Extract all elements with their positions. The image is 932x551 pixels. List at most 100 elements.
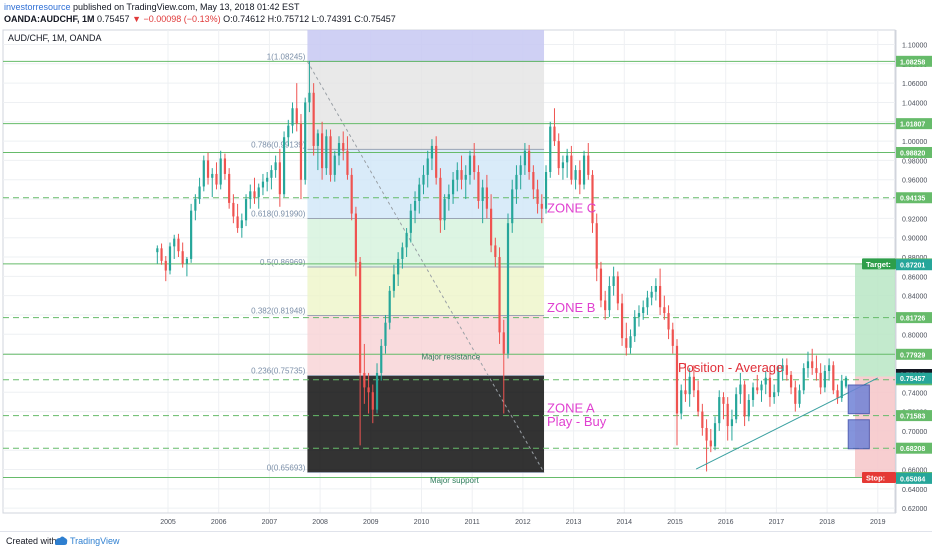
candle-body xyxy=(295,108,298,124)
candle-body xyxy=(236,216,239,229)
fib-level-label: 1(1.08245) xyxy=(267,52,306,61)
fib-level-label: 0(0.65693) xyxy=(267,463,306,472)
price-tick-label: 0.80000 xyxy=(902,332,927,339)
horizontal-levels xyxy=(3,60,895,479)
candle-body xyxy=(751,387,755,400)
price-tick-label: 1.04000 xyxy=(902,100,927,107)
last-price: 0.75457 xyxy=(97,14,130,24)
candle-body xyxy=(485,187,488,209)
chart-header: investorresource published on TradingVie… xyxy=(0,0,932,30)
down-arrow-icon: ▼ xyxy=(132,14,141,24)
candle-body xyxy=(553,126,556,142)
level-price-tag: 0.81726 xyxy=(900,316,925,323)
candle-body xyxy=(418,184,421,201)
candle-body xyxy=(257,187,260,198)
fib-zone xyxy=(307,61,545,150)
candle-body xyxy=(392,274,396,291)
candle-body xyxy=(409,210,412,233)
tradingview-link[interactable]: TradingView xyxy=(70,536,120,546)
price-tick-label: 1.00000 xyxy=(902,139,927,146)
candle-body xyxy=(709,440,712,447)
candle-body xyxy=(342,143,345,151)
price-tick-label: 0.66000 xyxy=(902,468,927,475)
candle-body xyxy=(764,377,767,385)
candle-body xyxy=(549,126,552,173)
candle-body xyxy=(540,203,543,209)
candle-body xyxy=(743,384,746,417)
candle-body xyxy=(811,361,814,369)
candle-body xyxy=(232,202,235,217)
candle-body xyxy=(519,165,522,175)
candle-body xyxy=(468,155,472,175)
candle-body xyxy=(574,170,577,180)
candle-body xyxy=(637,313,641,317)
candle-body xyxy=(190,210,193,259)
candle-body xyxy=(219,158,222,185)
candle-body xyxy=(718,397,721,424)
year-tick-label: 2006 xyxy=(211,519,227,526)
candle-body xyxy=(760,384,763,391)
price-chart[interactable]: 1(1.08245) 0.786(0.99139) 0.618(0.91990) 0.… xyxy=(0,0,932,531)
year-tick-label: 2018 xyxy=(819,519,835,526)
level-price-tag-bg xyxy=(896,192,932,204)
current-price-tag-bg xyxy=(896,372,932,384)
candle-body xyxy=(477,172,480,201)
target-badge: Target: xyxy=(866,260,891,269)
candle-body xyxy=(316,133,319,146)
fib-level-label: 0.5(0.86969) xyxy=(260,258,306,267)
price-tick-label: 0.90000 xyxy=(902,236,927,243)
price-tick-label: 0.70000 xyxy=(902,429,927,436)
price-tick-label: 0.64000 xyxy=(902,487,927,494)
candle-body xyxy=(337,143,341,156)
candle-body xyxy=(164,260,167,271)
candle-body xyxy=(625,338,628,348)
candle-body xyxy=(570,155,573,180)
candle-body xyxy=(511,189,514,224)
candle-body xyxy=(789,374,793,388)
candle-body xyxy=(684,390,687,395)
fib-extension-zone xyxy=(307,30,545,62)
candle-body xyxy=(591,174,594,224)
price-tick-label: 0.98000 xyxy=(902,158,927,165)
year-tick-label: 2010 xyxy=(414,519,430,526)
candle-body xyxy=(325,136,328,169)
candle-body xyxy=(304,102,307,180)
candle-body xyxy=(806,361,810,369)
candle-body xyxy=(671,329,674,346)
year-tick-label: 2011 xyxy=(465,519,480,526)
candle-body xyxy=(515,174,518,190)
tradingview-logo-icon xyxy=(55,536,68,545)
candle-body xyxy=(823,370,826,388)
candle-body xyxy=(329,136,332,175)
year-tick-label: 2019 xyxy=(870,519,886,526)
candle-body xyxy=(443,199,446,221)
candle-body xyxy=(747,399,750,417)
chart-title: AUD/CHF, 1M, OANDA xyxy=(8,33,102,43)
candle-body xyxy=(439,177,442,221)
level-price-tag: 0.98820 xyxy=(900,150,925,157)
created-with-label: Created with xyxy=(6,536,57,546)
candle-body xyxy=(367,387,370,393)
candle-body xyxy=(473,155,476,173)
candle-body xyxy=(659,285,662,308)
candle-body xyxy=(274,162,277,171)
symbol: OANDA:AUDCHF, 1M xyxy=(4,14,95,24)
year-tick-label: 2007 xyxy=(262,519,278,526)
candle-body xyxy=(844,377,848,387)
candle-body xyxy=(380,345,383,373)
candle-body xyxy=(650,291,653,298)
level-price-tag: 0.68208 xyxy=(900,446,925,453)
level-price-tag-bg xyxy=(896,312,932,324)
fib-zone xyxy=(307,375,545,473)
candle-body xyxy=(354,213,357,262)
candle-body xyxy=(604,300,607,311)
author-link[interactable]: investorresource xyxy=(4,2,71,12)
candle-body xyxy=(582,155,586,185)
profit-zone xyxy=(855,263,895,377)
candle-body xyxy=(713,423,717,447)
chart-annotation: Play - Buy xyxy=(547,414,607,429)
candle-body xyxy=(578,170,581,185)
candle-body xyxy=(430,145,434,159)
level-price-tag-bg xyxy=(896,410,932,422)
